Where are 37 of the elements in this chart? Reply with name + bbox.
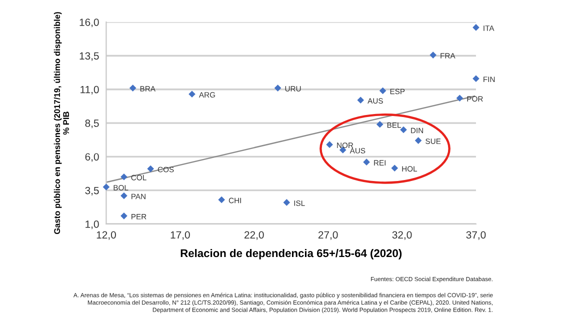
- point: [376, 120, 384, 128]
- point: [120, 192, 128, 200]
- point: [391, 164, 398, 172]
- point: [274, 84, 282, 92]
- point: [102, 184, 110, 190]
- x-tick-label: 17,0: [170, 231, 190, 240]
- x-tick-label: 27,0: [318, 231, 338, 240]
- point: [326, 141, 333, 148]
- x-tick-label: 37,0: [466, 231, 486, 240]
- point: [283, 199, 290, 206]
- y-tick-label: 6,0: [85, 153, 99, 162]
- point: [430, 52, 436, 58]
- y-tick-label: 3,5: [85, 186, 99, 196]
- y-tick-label: 13,5: [80, 52, 99, 61]
- x-tick-label: 12,0: [96, 231, 116, 240]
- point: [147, 165, 154, 172]
- y-tick-label: 1,0: [86, 220, 99, 230]
- x-tick-label: 22,0: [244, 231, 264, 240]
- x-axis-title: Relacion de dependencia 65+/15-64 (2020): [180, 248, 402, 260]
- y-axis-title: Gasto público en pensiones (2017/19, último disponible) % PIB: [54, 12, 69, 234]
- y-tick-label: 8,5: [85, 120, 99, 128]
- point: [472, 24, 480, 31]
- point: [379, 87, 386, 94]
- y-tick-label: 16,0: [80, 18, 99, 28]
- point: [120, 212, 128, 220]
- x-tick-label: 32,0: [392, 231, 412, 240]
- point: [456, 94, 464, 102]
- point: [218, 196, 225, 204]
- y-tick-label: 11,0: [80, 86, 99, 94]
- point: [414, 137, 422, 144]
- point: [400, 126, 407, 134]
- point: [120, 173, 128, 180]
- point: [357, 96, 364, 104]
- point: [472, 75, 480, 82]
- point: [129, 84, 136, 92]
- point: [363, 158, 370, 166]
- point: [188, 90, 196, 98]
